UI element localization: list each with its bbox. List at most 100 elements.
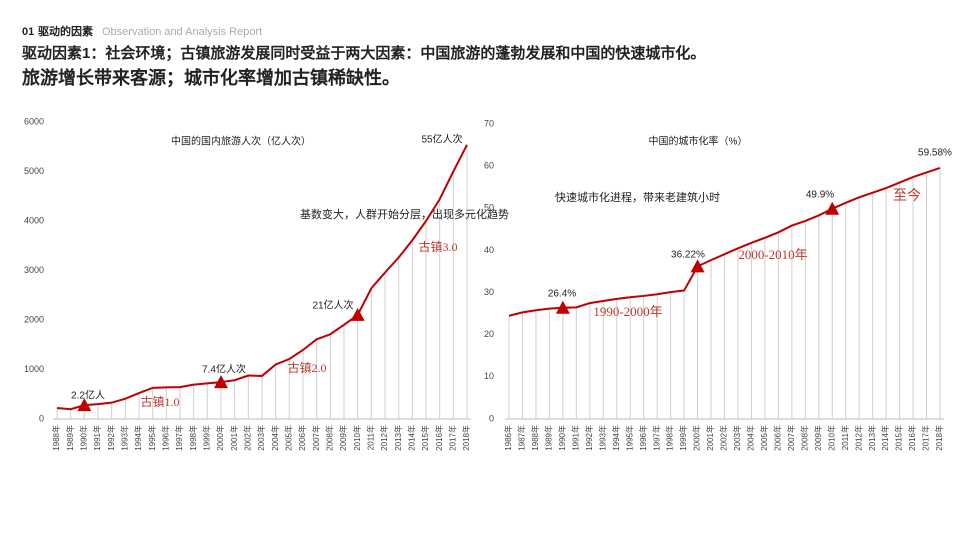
marker-triangle [77,398,92,412]
x-tick-label: 2004年 [270,425,280,451]
headline-1: 驱动因素1：社会环境；古镇旅游发展同时受益于两大因素：中国旅游的蓬勃发展和中国的… [22,44,705,62]
x-tick-label: 1992年 [106,425,116,451]
x-tick-label: 2010年 [826,425,836,451]
x-tick-label: 2018年 [461,425,471,451]
headline-2: 旅游增长带来客源；城市化率增加古镇稀缺性。 [22,67,400,88]
x-tick-label: 2005年 [283,425,293,451]
y-tick-label: 20 [484,329,494,339]
x-tick-label: 2012年 [853,425,863,451]
x-tick-label: 1995年 [624,425,634,451]
note: 1990-2000年 [593,304,662,319]
x-tick-label: 2007年 [786,425,796,451]
x-tick-label: 2013年 [393,425,403,451]
y-tick-label: 0 [489,413,494,423]
note: 至今 [893,188,921,204]
note: 2000-2010年 [738,247,807,262]
x-tick-label: 1988年 [51,425,61,451]
x-tick-label: 1986年 [503,425,513,451]
x-tick-label: 2015年 [894,425,904,451]
annotation: 7.4亿人次 [202,363,246,376]
x-tick-label: 1994年 [133,425,143,451]
x-tick-label: 1994年 [611,425,621,451]
x-tick-label: 2002年 [719,425,729,451]
x-tick-label: 2006年 [297,425,307,451]
x-tick-label: 2010年 [352,425,362,451]
note: 快速城市化进程，带来老建筑小时 [555,190,720,204]
y-tick-label: 1000 [24,364,44,374]
x-tick-label: 2011年 [840,425,850,450]
marker-triangle [214,375,228,389]
marker-triangle [825,201,840,215]
x-tick-label: 2001年 [229,425,239,451]
x-tick-label: 1990年 [557,425,567,451]
x-tick-label: 2018年 [934,425,944,451]
x-tick-label: 2000年 [692,425,702,451]
x-tick-label: 1996年 [160,425,170,451]
x-tick-label: 1993年 [597,425,607,451]
marker-triangle [555,300,570,314]
x-tick-label: 2006年 [772,425,782,451]
x-tick-label: 1993年 [119,425,129,451]
x-tick-label: 2003年 [732,425,742,451]
y-tick-label: 50 [484,203,494,213]
annotation: 55亿人次 [421,133,462,146]
data-line [56,144,468,411]
x-tick-label: 2001年 [705,425,715,451]
x-tick-label: 2017年 [921,425,931,451]
x-tick-label: 1996年 [638,425,648,451]
section-number: 01 [22,26,34,38]
y-tick-label: 2000 [24,314,44,324]
x-tick-label: 2012年 [379,425,389,451]
x-tick-label: 2000年 [215,425,225,451]
x-tick-label: 1987年 [517,425,527,451]
y-tick-label: 4000 [24,215,44,225]
x-tick-label: 1991年 [570,425,580,451]
marker-triangle [690,259,705,273]
marker-triangle [350,307,365,321]
value-label: 26.4% [548,289,576,300]
y-tick-label: 10 [484,371,494,381]
section-en: Observation and Analysis Report [102,26,262,38]
x-tick-label: 2009年 [813,425,823,451]
x-tick-label: 2016年 [434,425,444,451]
x-tick-label: 1998年 [665,425,675,451]
chart-title: 中国的国内旅游人次（亿人次） [171,135,311,148]
note: 古镇1.0 [140,394,179,409]
x-tick-label: 1997年 [174,425,184,451]
x-tick-label: 2009年 [338,425,348,451]
x-tick-label: 1998年 [188,425,198,451]
annotation: 21亿人次 [312,299,353,312]
x-tick-label: 1995年 [147,425,157,451]
x-tick-label: 2002年 [242,425,252,451]
y-tick-label: 30 [484,287,494,297]
x-tick-label: 2017年 [447,425,457,451]
value-label: 49.9% [806,190,834,201]
value-label: 36.22% [671,250,705,261]
x-tick-label: 2007年 [311,425,321,451]
x-tick-label: 1989年 [544,425,554,451]
x-tick-label: 2011年 [365,425,375,450]
x-tick-label: 1997年 [651,425,661,451]
x-tick-label: 2003年 [256,425,266,451]
x-tick-label: 2008年 [799,425,809,451]
x-tick-label: 2013年 [867,425,877,451]
x-tick-label: 2008年 [324,425,334,451]
x-tick-label: 2014年 [880,425,890,451]
section-title: 驱动的因素 [38,24,93,38]
x-tick-label: 2016年 [907,425,917,451]
annotation: 2.2亿人 [71,389,105,402]
y-tick-label: 40 [484,245,494,255]
x-tick-label: 2015年 [420,425,430,451]
y-tick-label: 70 [484,118,494,128]
x-tick-label: 1990年 [78,425,88,451]
x-tick-label: 1999年 [201,425,211,451]
y-tick-label: 3000 [24,265,44,275]
value-label: 59.58% [918,148,952,159]
x-tick-label: 1991年 [92,425,102,451]
note: 基数变大，人群开始分层，出现多元化趋势 [300,207,509,221]
x-tick-label: 1988年 [530,425,540,451]
x-tick-label: 1989年 [65,425,75,451]
note: 古镇3.0 [418,239,457,254]
